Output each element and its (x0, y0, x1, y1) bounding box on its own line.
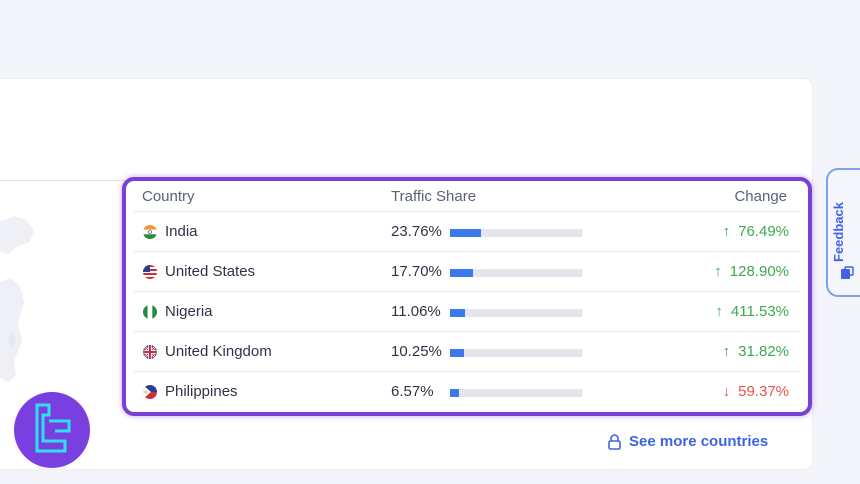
header-country: Country (142, 188, 195, 205)
change-text: 411.53% (730, 303, 789, 320)
uk-flag-icon (143, 345, 157, 359)
traffic-share-bar-fill (450, 229, 482, 237)
us-flag-icon (143, 265, 157, 279)
card-divider (0, 180, 125, 181)
lock-icon (608, 433, 621, 450)
traffic-share-bar (450, 389, 582, 397)
traffic-share-bar (450, 229, 582, 237)
india-flag-icon (143, 225, 157, 239)
traffic-share-bar-fill (450, 269, 474, 277)
traffic-share-bar-fill (450, 309, 465, 317)
arrow-up-icon: ↑ (715, 303, 723, 320)
feedback-label[interactable]: Feedback (831, 202, 846, 262)
countries-table: Country Traffic Share Change India 23.76… (134, 182, 800, 411)
table-row[interactable]: India 23.76% ↑ 76.49% (134, 212, 800, 252)
arrow-down-icon: ↓ (722, 383, 731, 400)
arrow-up-icon: ↑ (714, 263, 722, 280)
feedback-tab[interactable]: Feedback (826, 168, 860, 297)
change-value: ↑ 411.53% (715, 303, 789, 320)
nigeria-flag-icon (143, 305, 157, 319)
change-text: 31.82% (738, 343, 789, 360)
see-more-label[interactable]: See more countries (629, 433, 769, 450)
philippines-flag-icon (143, 385, 157, 399)
traffic-share-value: 23.76% (391, 223, 442, 240)
change-text: 128.90% (729, 263, 789, 280)
traffic-share-value: 11.06% (391, 303, 441, 320)
traffic-share-bar (450, 309, 582, 317)
table-header: Country Traffic Share Change (134, 182, 800, 212)
traffic-share-bar (450, 349, 582, 357)
header-change: Change (734, 188, 787, 205)
country-name[interactable]: United States (165, 263, 256, 280)
change-value: ↑ 76.49% (723, 223, 789, 240)
traffic-share-bar-fill (450, 389, 459, 397)
country-name[interactable]: United Kingdom (165, 343, 272, 360)
table-row[interactable]: Nigeria 11.06% ↑ 411.53% (134, 292, 800, 332)
see-more-countries-link[interactable]: See more countries (607, 433, 768, 450)
change-value: ↑ 128.90% (714, 263, 789, 280)
traffic-share-value: 6.57% (391, 383, 434, 400)
country-name[interactable]: India (165, 223, 198, 240)
logo-mark (35, 403, 71, 453)
traffic-share-value: 17.70% (391, 263, 442, 280)
feedback-icon (841, 266, 854, 279)
traffic-share-bar (450, 269, 582, 277)
header-traffic-share: Traffic Share (391, 188, 477, 205)
arrow-up-icon: ↑ (722, 223, 731, 240)
table-row[interactable]: United States 17.70% ↑ 128.90% (134, 252, 800, 292)
country-name[interactable]: Philippines (165, 383, 238, 400)
change-value: ↑ 31.82% (723, 343, 789, 360)
traffic-share-bar-fill (450, 349, 464, 357)
country-name[interactable]: Nigeria (165, 303, 213, 320)
change-text: 76.49% (738, 223, 789, 240)
world-map (0, 182, 120, 402)
table-row[interactable]: Philippines 6.57% ↓ 59.37% (134, 372, 800, 411)
brand-logo (14, 392, 90, 468)
countries-highlight-box (122, 177, 812, 416)
arrow-up-icon: ↑ (722, 343, 731, 360)
traffic-share-value: 10.25% (391, 343, 442, 360)
change-text: 59.37% (738, 383, 789, 400)
change-value: ↓ 59.37% (723, 383, 789, 400)
table-row[interactable]: United Kingdom 10.25% ↑ 31.82% (134, 332, 800, 372)
